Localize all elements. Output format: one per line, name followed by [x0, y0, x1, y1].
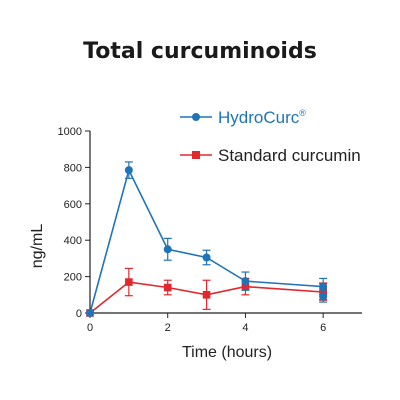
y-tick-label: 1000	[58, 126, 82, 138]
series-layer	[86, 161, 328, 317]
legend-item-standard-curcumin: Standard curcumin	[180, 146, 361, 165]
legend-label-name: HydroCurc	[218, 108, 300, 127]
data-point	[163, 283, 172, 292]
data-point	[319, 282, 328, 291]
y-axis-label: ng/mL	[29, 224, 46, 269]
data-point	[86, 309, 94, 317]
legend-marker	[192, 151, 200, 159]
data-point	[125, 278, 133, 286]
data-point	[202, 253, 211, 262]
legend-item-hydrocurc: HydroCurc®	[180, 108, 306, 127]
x-tick-label: 6	[320, 322, 326, 334]
y-tick-label: 200	[64, 272, 82, 284]
x-tick-label: 2	[165, 322, 171, 334]
data-point	[124, 166, 133, 175]
legend-marker	[192, 113, 200, 121]
axes: 0 200 400 600 800 1000 0 2 4 6	[58, 126, 362, 334]
legend-label-name: Standard curcumin	[218, 146, 361, 165]
x-tick-label: 4	[242, 322, 248, 334]
series-standard-curcumin	[86, 267, 328, 317]
y-tick-label: 0	[76, 308, 82, 320]
x-tick-label: 0	[87, 322, 93, 334]
y-tick-label: 600	[64, 199, 82, 211]
data-point	[241, 277, 250, 286]
data-point	[163, 245, 172, 254]
registered-mark: ®	[299, 108, 306, 118]
series-hydrocurc	[86, 161, 328, 317]
legend-label: HydroCurc®	[218, 108, 306, 127]
data-point	[202, 291, 211, 299]
y-tick-label: 800	[64, 162, 82, 174]
chart-title: Total curcuminoids	[83, 39, 317, 64]
legend: HydroCurc® Standard curcumin	[180, 108, 361, 165]
x-axis-label: Time (hours)	[182, 344, 272, 361]
y-tick-label: 400	[64, 235, 82, 247]
legend-label: Standard curcumin	[218, 146, 361, 165]
data-point	[319, 292, 328, 301]
